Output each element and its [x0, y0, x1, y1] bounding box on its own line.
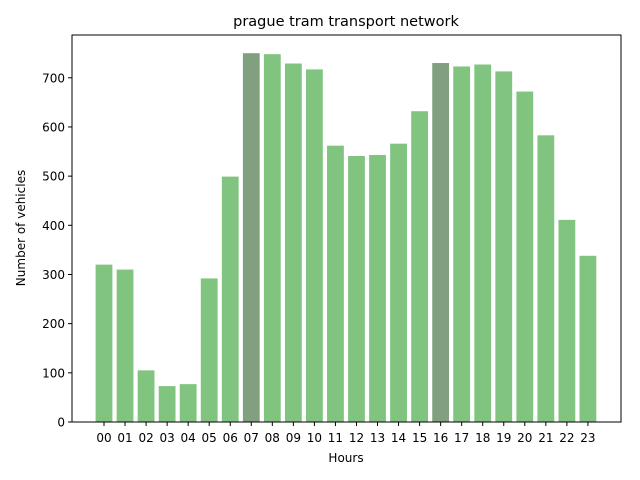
bar-19	[495, 71, 513, 422]
bar-18	[474, 64, 492, 422]
bar-07	[242, 53, 260, 422]
y-tick-label-300: 300	[42, 268, 65, 282]
bar-03	[158, 386, 176, 422]
x-tick-label-18: 18	[475, 431, 490, 445]
bar-00	[95, 264, 113, 422]
bar-01	[116, 269, 134, 422]
y-tick-label-600: 600	[42, 120, 65, 134]
bars-group	[95, 53, 597, 423]
x-tick-label-01: 01	[117, 431, 132, 445]
y-tick-label-100: 100	[42, 366, 65, 380]
bar-11	[327, 145, 344, 422]
x-axis: 00 01 02 03 04 05 06 07 08 09 10 11 12 13 14 15 16 17 18 19…	[96, 422, 596, 445]
y-tick-label-700: 700	[42, 71, 65, 85]
x-tick-label-08: 08	[265, 431, 280, 445]
x-tick-label-07: 07	[244, 431, 259, 445]
bar-16	[432, 63, 450, 422]
bar-02	[137, 370, 155, 422]
bar-06	[221, 176, 239, 422]
x-tick-label-03: 03	[159, 431, 174, 445]
x-tick-label-23: 23	[580, 431, 595, 445]
bar-17	[453, 66, 471, 422]
x-axis-label: Hours	[328, 451, 363, 465]
x-tick-label-09: 09	[286, 431, 301, 445]
bar-21	[537, 135, 555, 422]
bar-20	[516, 91, 534, 423]
x-tick-label-02: 02	[138, 431, 153, 445]
y-tick-label-400: 400	[42, 219, 65, 233]
bar-15	[411, 111, 428, 422]
x-tick-label-22: 22	[559, 431, 574, 445]
bar-12	[348, 155, 365, 422]
x-tick-label-11: 11	[328, 431, 343, 445]
x-tick-label-20: 20	[517, 431, 532, 445]
x-tick-label-05: 05	[202, 431, 217, 445]
x-tick-label-21: 21	[538, 431, 553, 445]
x-tick-label-00: 00	[96, 431, 111, 445]
bar-22	[558, 219, 576, 422]
y-axis-label: Number of vehicles	[14, 170, 28, 286]
x-tick-label-15: 15	[412, 431, 427, 445]
x-tick-label-04: 04	[181, 431, 196, 445]
bar-23	[579, 255, 597, 422]
bar-09	[284, 63, 302, 423]
bar-13	[369, 154, 386, 423]
x-tick-label-16: 16	[433, 431, 448, 445]
x-tick-label-10: 10	[307, 431, 322, 445]
x-tick-label-12: 12	[349, 431, 364, 445]
bar-10	[306, 69, 323, 423]
bar-08	[263, 54, 281, 423]
x-tick-label-06: 06	[223, 431, 238, 445]
bar-04	[179, 384, 197, 422]
x-tick-label-13: 13	[370, 431, 385, 445]
bar-05	[200, 278, 218, 422]
bar-14	[390, 143, 407, 423]
y-tick-label-0: 0	[57, 416, 65, 430]
y-axis: 0 100 200 300 400 500 600 700	[42, 71, 72, 430]
x-tick-label-14: 14	[391, 431, 406, 445]
x-tick-label-19: 19	[496, 431, 511, 445]
plot-frame	[71, 34, 622, 423]
y-tick-label-200: 200	[42, 317, 65, 331]
chart-title: prague tram transport network	[233, 14, 459, 30]
y-tick-label-500: 500	[42, 170, 65, 184]
x-tick-label-17: 17	[454, 431, 469, 445]
